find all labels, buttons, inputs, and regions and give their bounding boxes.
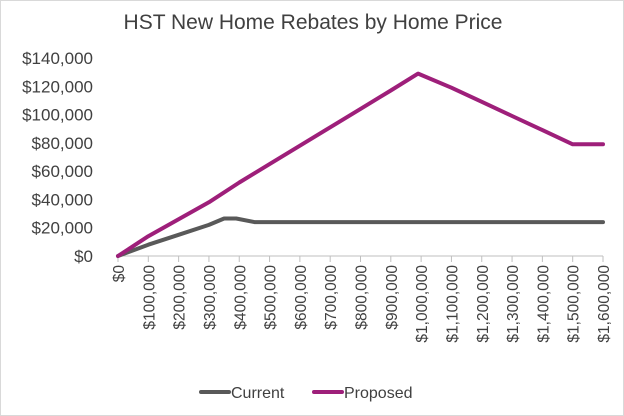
y-tick-label: $0 [74,247,93,266]
x-tick-label: $1,100,000 [444,265,461,343]
x-tick-label: $200,000 [172,265,189,330]
x-tick-label: $900,000 [384,265,401,330]
series-line-proposed [116,71,605,258]
legend-label-current: Current [231,385,285,402]
x-tick-label: $1,000,000 [414,265,431,343]
y-tick-label: $20,000 [32,219,93,238]
chart-title: HST New Home Rebates by Home Price [123,11,503,34]
series-lines [116,71,605,258]
x-tick-label: $600,000 [293,265,310,330]
y-tick-label: $140,000 [22,49,93,68]
x-axis-ticks: $0 $100,000 $200,000 $300,000 $400,000 $500,0… [111,256,613,343]
y-tick-label: $60,000 [32,162,93,181]
x-tick-label: $100,000 [141,265,158,330]
x-tick-label: $0 [111,265,128,283]
x-tick-label: $400,000 [232,265,249,330]
y-tick-label: $80,000 [32,134,93,153]
y-tick-label: $40,000 [32,190,93,209]
x-tick-label: $800,000 [354,265,371,330]
series-line-current [116,216,605,258]
y-tick-label: $100,000 [22,106,93,125]
x-tick-label: $1,600,000 [596,265,613,343]
y-axis-ticks: $0 $20,000 $40,000 $60,000 $80,000 $100,000 $1… [22,49,93,266]
legend: Current Proposed [199,385,413,402]
x-tick-label: $1,200,000 [475,265,492,343]
x-tick-label: $500,000 [263,265,280,330]
x-tick-label: $1,500,000 [566,265,583,343]
x-tick-label: $1,400,000 [535,265,552,343]
x-tick-label: $700,000 [323,265,340,330]
y-tick-label: $120,000 [22,77,93,96]
x-tick-label: $1,300,000 [505,265,522,343]
legend-label-proposed: Proposed [344,385,413,402]
x-tick-label: $300,000 [202,265,219,330]
